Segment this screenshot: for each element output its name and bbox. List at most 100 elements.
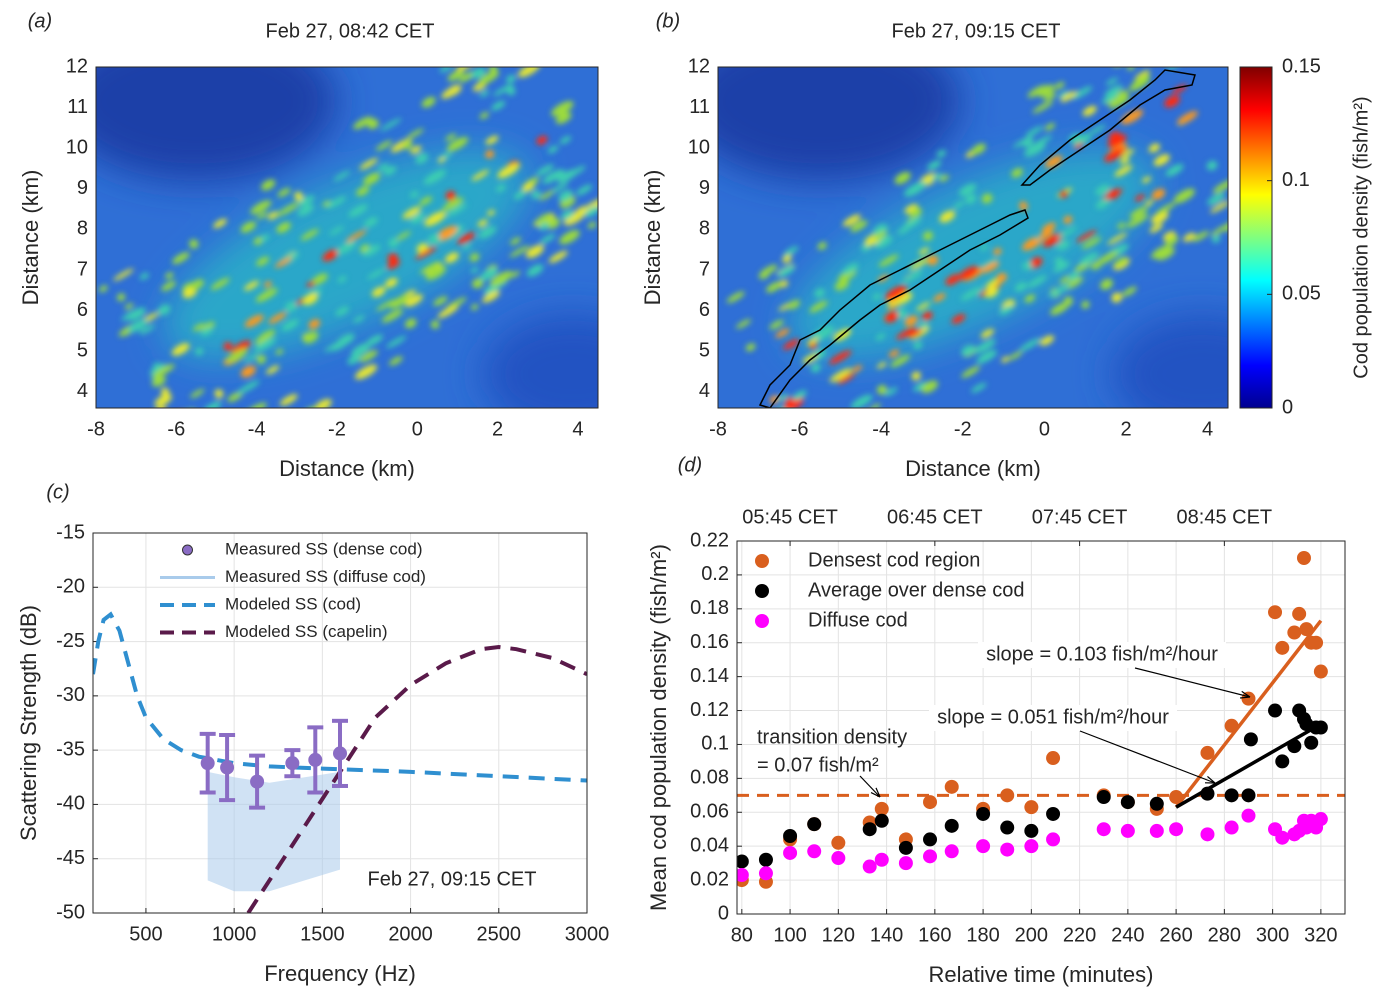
plot-marks	[737, 550, 1345, 889]
speckle	[347, 354, 361, 365]
speckle	[1019, 201, 1028, 211]
speckle	[1121, 148, 1135, 158]
point	[1313, 720, 1328, 735]
point	[944, 779, 959, 794]
speckle	[311, 273, 328, 286]
y-tick-label: 4	[77, 380, 88, 402]
speckle	[1001, 356, 1010, 363]
y-tick-label: 5	[77, 339, 88, 361]
low-region	[718, 67, 960, 182]
speckle	[98, 285, 108, 293]
y-tick-label: 0.22	[690, 529, 729, 551]
point	[874, 852, 889, 867]
y-tick-label: 10	[688, 136, 710, 158]
point	[333, 746, 347, 761]
mid-region	[163, 148, 531, 361]
speckle	[210, 418, 234, 436]
speckle	[479, 90, 490, 97]
speckle	[487, 32, 502, 43]
speckle	[335, 306, 349, 316]
annotation: slope = 0.103 fish/m²/hour	[986, 643, 1218, 665]
y-tick-label: -45	[56, 847, 85, 869]
speckle	[210, 277, 230, 290]
point	[944, 818, 959, 833]
speckle	[525, 244, 544, 259]
speckle	[509, 245, 530, 258]
speckle	[446, 84, 462, 97]
speckle	[200, 327, 213, 336]
y-axis-label: Distance (km)	[640, 170, 665, 306]
x-tick-label: 0	[412, 418, 423, 440]
speckle	[846, 459, 864, 472]
speckle	[501, 39, 514, 50]
point	[1268, 703, 1283, 718]
y-tick-label: 11	[689, 96, 710, 118]
contour	[758, 209, 1029, 408]
speckle	[884, 310, 900, 323]
speckle	[1088, 124, 1106, 136]
speckle	[139, 324, 155, 335]
speckle	[387, 253, 398, 263]
heatmap-shading	[96, 67, 598, 408]
speckle	[376, 299, 396, 311]
speckle	[186, 481, 206, 496]
speckle	[520, 48, 539, 62]
x-tick-label: 180	[966, 924, 999, 946]
point	[1287, 625, 1302, 640]
speckle	[559, 229, 580, 245]
speckle	[186, 412, 203, 426]
speckle	[802, 353, 818, 364]
speckle	[1032, 135, 1052, 148]
speckle	[172, 252, 190, 264]
speckle	[1032, 100, 1054, 114]
point	[874, 801, 889, 816]
fit-line	[1174, 619, 1323, 809]
colorbar	[1239, 66, 1273, 409]
y-axis-label: Scattering Strength (dB)	[16, 605, 41, 841]
speckle	[154, 394, 172, 407]
point	[831, 835, 846, 850]
y-tick-label: 0.08	[690, 767, 729, 789]
speckle	[244, 314, 264, 328]
speckle	[922, 311, 933, 321]
speckle	[1114, 165, 1133, 177]
y-tick-label: -40	[56, 793, 85, 815]
point	[1292, 606, 1307, 621]
speckle	[314, 398, 332, 408]
point	[862, 822, 877, 837]
speckle	[363, 172, 381, 186]
point	[250, 774, 265, 789]
speckle	[726, 291, 745, 303]
point	[1149, 823, 1164, 838]
x-axis-label: Distance (km)	[905, 456, 1041, 481]
speckle	[442, 197, 464, 211]
speckle	[146, 406, 168, 423]
legend-label: Diffuse cod	[808, 609, 908, 631]
point	[807, 844, 822, 859]
speckle	[894, 171, 911, 185]
point	[1120, 795, 1135, 810]
point	[1000, 842, 1015, 857]
x-tick-label: 80	[731, 924, 753, 946]
speckle	[769, 319, 784, 330]
speckle	[539, 233, 556, 244]
speckle	[1151, 211, 1169, 224]
speckle	[1165, 236, 1179, 246]
point	[737, 854, 749, 869]
plot-frame	[717, 66, 1229, 409]
point	[1241, 788, 1256, 803]
speckle	[1045, 155, 1063, 168]
speckle	[430, 320, 440, 329]
speckle	[576, 184, 593, 196]
speckle	[817, 242, 827, 250]
speckle	[1043, 92, 1057, 101]
speckle	[931, 173, 943, 181]
speckle	[446, 137, 469, 152]
speckle	[765, 281, 783, 293]
y-tick-label: 5	[699, 339, 710, 361]
speckle	[1064, 296, 1073, 306]
speckle	[365, 334, 383, 347]
y-tick-label: 11	[67, 96, 88, 118]
speckle	[803, 475, 826, 494]
y-tick-label: 8	[77, 218, 88, 240]
